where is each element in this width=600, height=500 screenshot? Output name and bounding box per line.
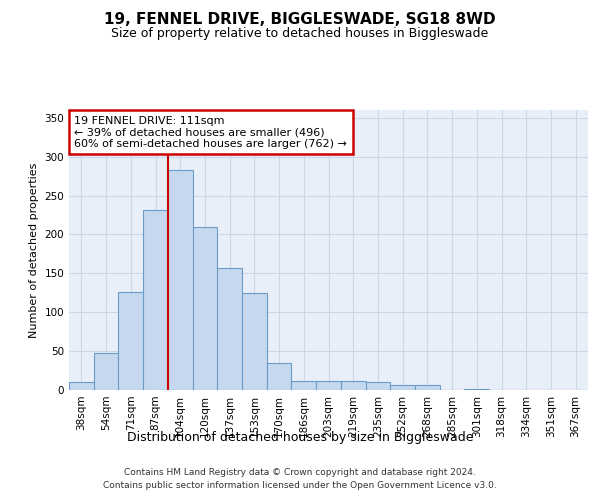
Bar bbox=[267, 363, 292, 390]
Bar bbox=[217, 268, 242, 390]
Y-axis label: Number of detached properties: Number of detached properties bbox=[29, 162, 39, 338]
Text: Size of property relative to detached houses in Biggleswade: Size of property relative to detached ho… bbox=[112, 28, 488, 40]
Bar bbox=[69, 382, 94, 390]
Bar bbox=[316, 380, 341, 390]
Bar bbox=[464, 389, 489, 390]
Bar bbox=[143, 210, 168, 390]
Bar bbox=[242, 293, 267, 390]
Text: 19 FENNEL DRIVE: 111sqm
← 39% of detached houses are smaller (496)
60% of semi-d: 19 FENNEL DRIVE: 111sqm ← 39% of detache… bbox=[74, 116, 347, 149]
Text: Contains public sector information licensed under the Open Government Licence v3: Contains public sector information licen… bbox=[103, 482, 497, 490]
Bar bbox=[94, 354, 118, 390]
Bar bbox=[341, 380, 365, 390]
Bar bbox=[415, 384, 440, 390]
Bar bbox=[118, 292, 143, 390]
Bar bbox=[390, 384, 415, 390]
Bar bbox=[168, 170, 193, 390]
Bar bbox=[193, 226, 217, 390]
Bar bbox=[292, 380, 316, 390]
Text: Contains HM Land Registry data © Crown copyright and database right 2024.: Contains HM Land Registry data © Crown c… bbox=[124, 468, 476, 477]
Bar bbox=[365, 382, 390, 390]
Text: 19, FENNEL DRIVE, BIGGLESWADE, SG18 8WD: 19, FENNEL DRIVE, BIGGLESWADE, SG18 8WD bbox=[104, 12, 496, 28]
Text: Distribution of detached houses by size in Biggleswade: Distribution of detached houses by size … bbox=[127, 431, 473, 444]
